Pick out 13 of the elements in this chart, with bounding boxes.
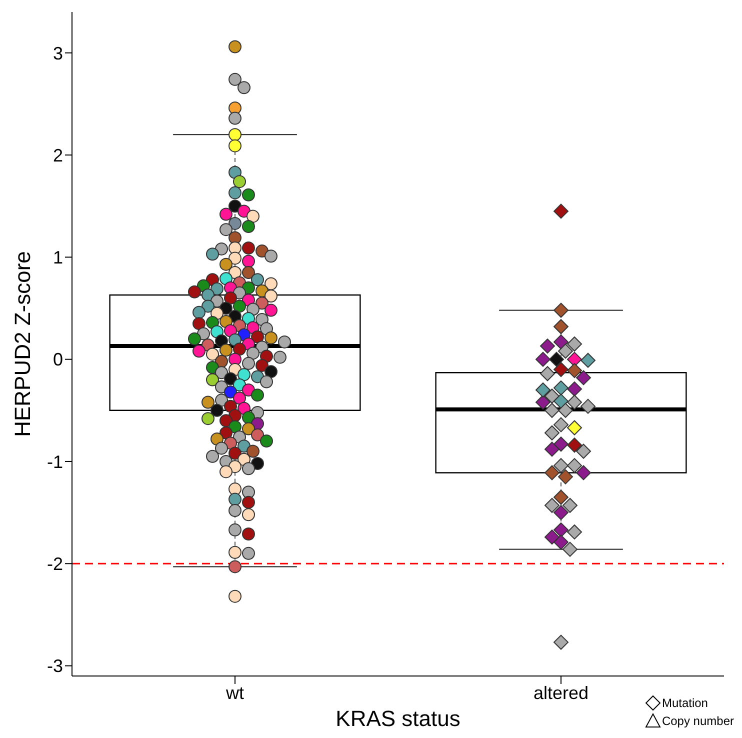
y-axis-title: HERPUD2 Z-score [10, 251, 35, 437]
y-tick-label: -3 [46, 656, 63, 676]
text: Mutation [662, 695, 708, 712]
y-tick-label: 1 [52, 248, 63, 268]
x-tick-label: altered [533, 682, 589, 703]
x-axis-title: KRAS status [336, 706, 460, 731]
y-tick-label: 0 [52, 350, 63, 370]
y-tick-label: -1 [46, 452, 63, 472]
x-tick-label: wt [225, 682, 244, 703]
y-tick-label: 3 [52, 43, 63, 64]
y-tick-label: 2 [52, 145, 63, 166]
text: Copy number [662, 713, 734, 730]
y-tick-label: -2 [46, 554, 63, 574]
